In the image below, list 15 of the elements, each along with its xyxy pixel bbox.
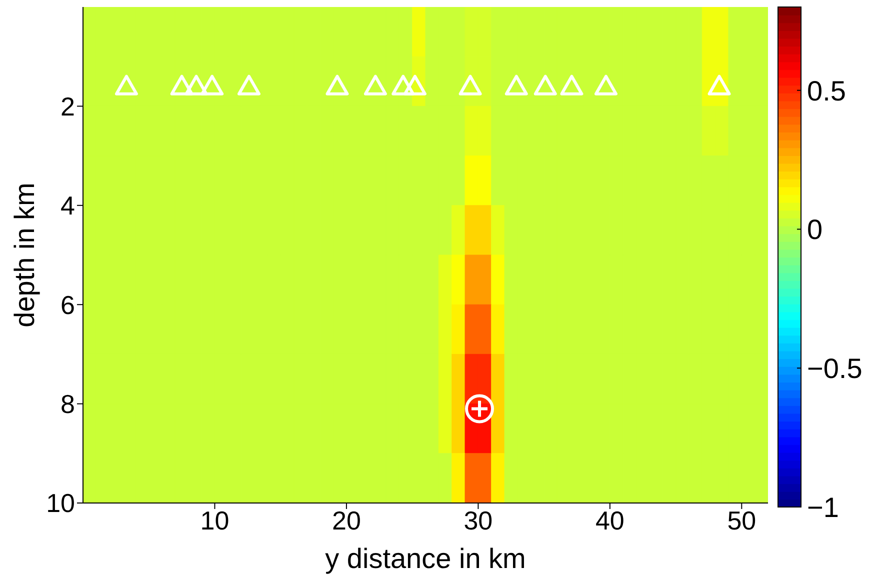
y-tick-label: 8 (60, 389, 75, 420)
x-tick-label: 40 (595, 505, 624, 536)
color-bar-label: 0 (807, 214, 823, 246)
y-tick-label: 4 (60, 190, 75, 221)
x-tick-label: 20 (332, 505, 361, 536)
y-tick-label: 2 (60, 91, 75, 122)
color-bar-label: −0.5 (807, 353, 862, 384)
y-tick-label: 6 (60, 290, 75, 320)
x-tick-label: 50 (727, 505, 756, 536)
color-bar-label: 0.5 (807, 75, 846, 106)
y-axis-title: depth in km (8, 182, 40, 328)
x-tick-label: 30 (464, 505, 493, 536)
x-tick-label: 10 (200, 505, 230, 536)
color-bar-label: −1 (807, 492, 839, 523)
x-axis-title: y distance in km (325, 543, 526, 574)
